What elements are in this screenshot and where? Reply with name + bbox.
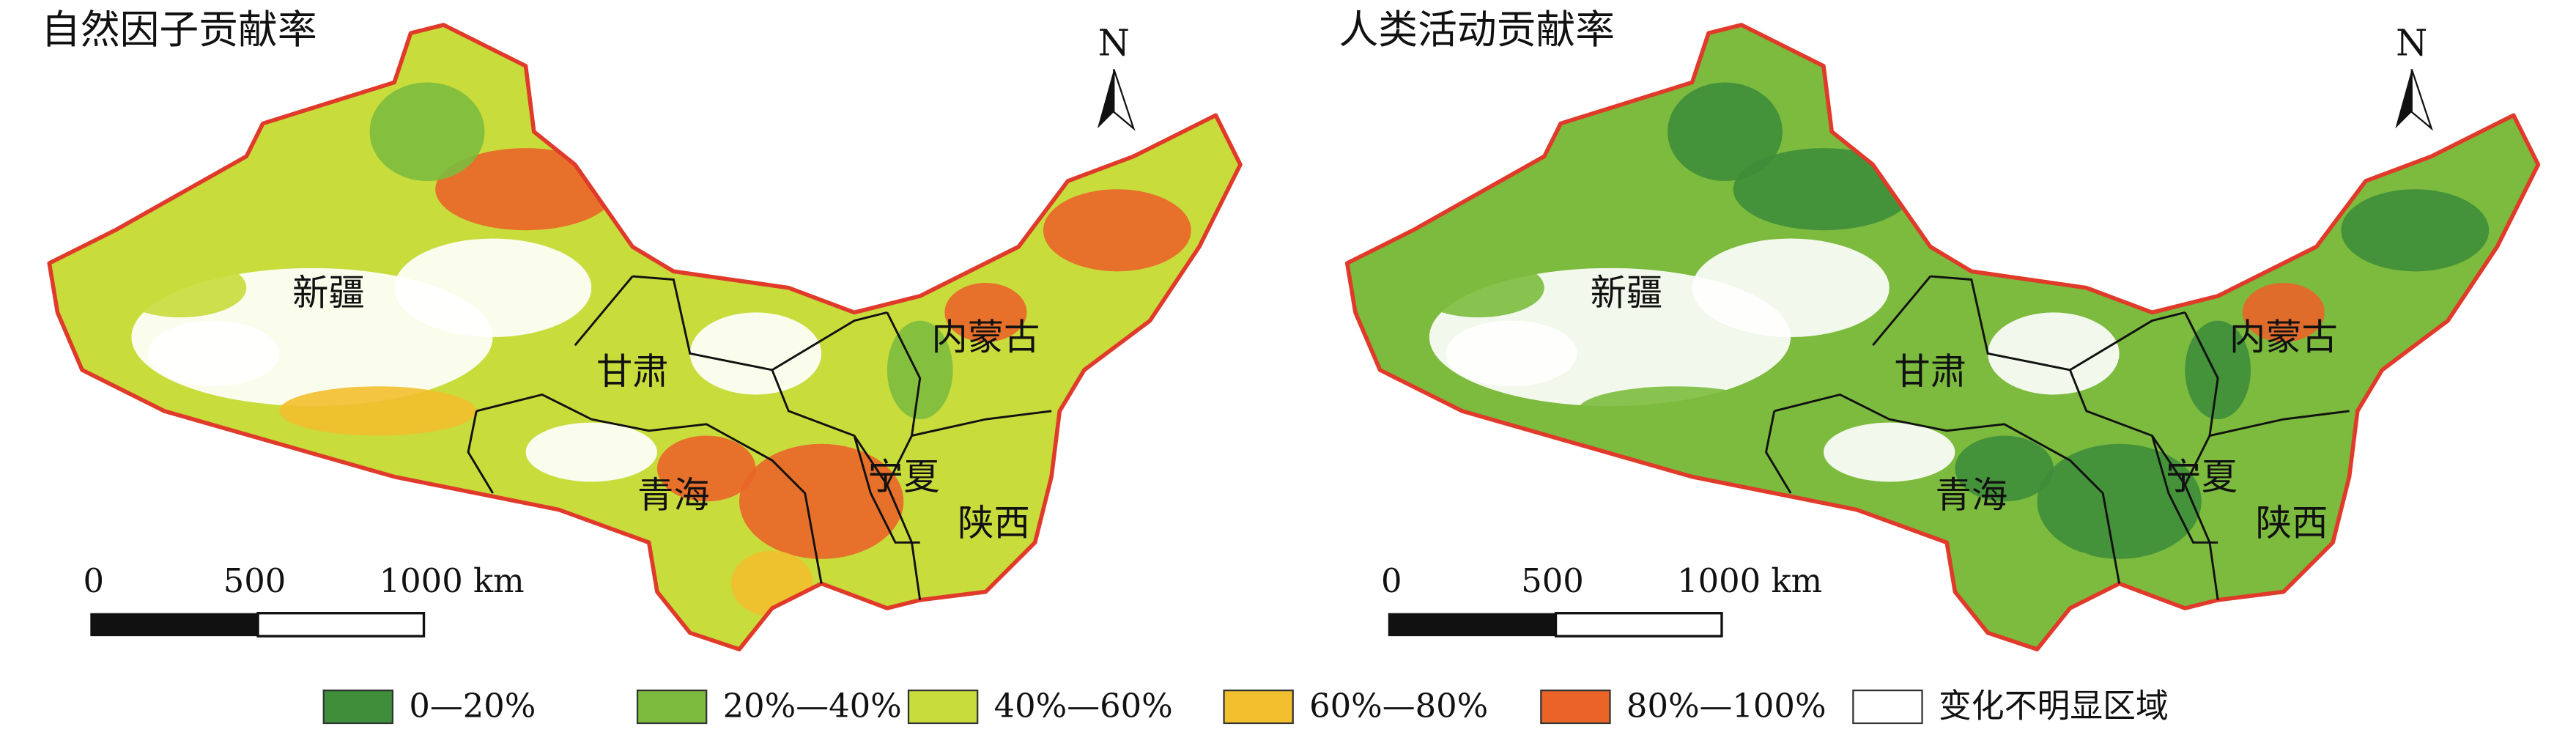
land-patch	[1446, 320, 1577, 387]
province-border	[911, 410, 1052, 437]
region-label: 青海	[1935, 473, 2007, 516]
legend-label: 20%—40%	[723, 686, 902, 725]
land-patch	[656, 435, 756, 502]
province-border	[1930, 275, 2219, 600]
province-border	[1774, 393, 2121, 584]
province-border	[467, 410, 494, 494]
land-patch	[394, 238, 592, 338]
scale-bar-white	[1554, 612, 1723, 638]
land-patch	[2242, 283, 2325, 342]
region-fill	[1347, 24, 2539, 650]
legend-label: 60%—80%	[1309, 686, 1488, 725]
legend-label: 80%—100%	[1626, 686, 1826, 725]
land-patch	[1043, 189, 1191, 272]
land-patch	[1692, 238, 1890, 338]
patches	[114, 82, 1191, 617]
panel-title: 人类活动贡献率	[1339, 7, 1615, 53]
land-patch	[279, 386, 477, 436]
scale-label: 500	[223, 561, 286, 600]
scale-bar-white	[256, 612, 426, 638]
province-border	[853, 435, 920, 544]
region-label: 甘肃	[1894, 350, 1966, 393]
province-border	[574, 276, 634, 347]
land-patch	[435, 148, 616, 231]
patches	[1413, 82, 2490, 617]
region-label: 陕西	[958, 501, 1030, 544]
province-border	[1764, 410, 1792, 494]
region-label: 宁夏	[2165, 456, 2238, 498]
legend-label: 40%—60%	[994, 686, 1173, 725]
scale-label: 1000 km	[380, 561, 525, 600]
region-label: 新疆	[1591, 271, 1663, 314]
region-label: 新疆	[292, 271, 365, 314]
north-arrow-right	[1113, 69, 1136, 131]
land-patch	[689, 312, 822, 395]
province-border	[2151, 435, 2218, 544]
province-border	[475, 393, 823, 584]
legend-swatch	[636, 690, 708, 725]
region-label: 内蒙古	[2229, 316, 2338, 358]
land-patch	[2037, 443, 2202, 559]
scale-label: 0	[1381, 561, 1402, 600]
region-fill	[49, 24, 1240, 650]
land-patch	[1413, 258, 1544, 318]
scale-bar-black	[1388, 613, 1556, 637]
province-border	[886, 311, 922, 486]
legend-swatch	[1540, 690, 1611, 725]
region-label: 甘肃	[596, 350, 669, 393]
north-arrow-left	[1097, 69, 1114, 129]
legend-swatch	[907, 690, 979, 725]
scale-label: 500	[1521, 561, 1584, 600]
legend-swatch	[322, 690, 394, 725]
province-border	[1872, 276, 1931, 347]
region-label: 内蒙古	[931, 316, 1040, 358]
outline	[47, 23, 1243, 651]
scale-bar-black	[90, 613, 259, 637]
north-label: N	[1098, 22, 1130, 64]
province-border	[632, 275, 922, 600]
land-patch	[1824, 422, 1955, 482]
region-label: 青海	[637, 473, 710, 516]
land-patch	[2234, 476, 2333, 576]
land-patch	[1577, 386, 1774, 436]
north-arrow-right	[2410, 69, 2433, 131]
scale-label: 1000 km	[1677, 561, 1822, 600]
province-border	[2184, 311, 2219, 486]
land-patch	[1667, 82, 1783, 181]
north-arrow-left	[2395, 69, 2412, 129]
region-label: 宁夏	[867, 456, 940, 498]
legend-label: 0—20%	[409, 686, 536, 725]
outline	[1344, 23, 2541, 651]
land-patch	[147, 320, 280, 387]
north-label: N	[2396, 22, 2427, 64]
panel-title: 自然因子贡献率	[41, 7, 317, 53]
legend-label: 变化不明显区域	[1939, 686, 2169, 725]
legend-swatch	[1852, 690, 1923, 725]
land-patch	[936, 476, 1035, 576]
province-border	[2069, 311, 2185, 372]
land-patch	[1733, 148, 1914, 231]
land-patch	[525, 422, 657, 482]
land-patch	[369, 82, 485, 181]
region-label: 陕西	[2256, 501, 2328, 544]
land-patch	[739, 443, 904, 559]
land-patch	[114, 258, 247, 318]
scale-label: 0	[84, 561, 105, 600]
land-patch	[2341, 189, 2490, 272]
land-patch	[1955, 435, 2054, 502]
legend-swatch	[1223, 690, 1294, 725]
land-patch	[1988, 312, 2120, 395]
province-border	[771, 311, 888, 372]
province-border	[2209, 410, 2350, 437]
land-patch	[944, 283, 1027, 342]
